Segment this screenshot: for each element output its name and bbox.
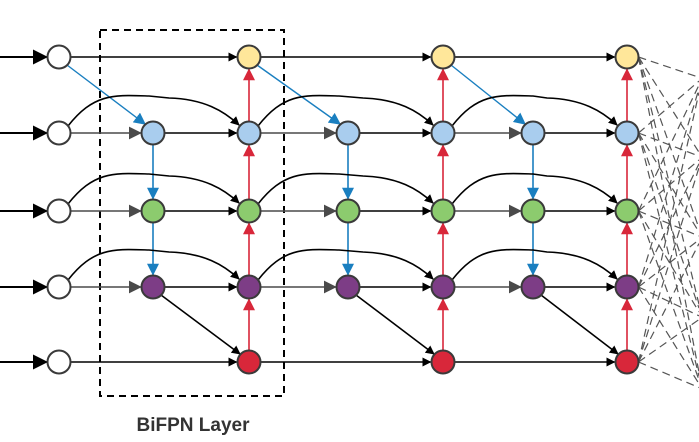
output-node-p3: [614, 349, 640, 375]
dashed-output-edge: [637, 92, 699, 363]
dashed-output-edge: [637, 132, 699, 377]
input-node: [46, 120, 72, 146]
dashed-output-edge: [638, 239, 699, 288]
dashed-output-edge: [637, 132, 699, 309]
output-node-p4: [430, 274, 456, 300]
output-node-p7: [236, 44, 262, 70]
dashed-output-edge: [637, 84, 699, 212]
dashed-output-edge: [637, 167, 699, 363]
skip-connection-edge: [67, 248, 240, 281]
dashed-output-edge: [638, 132, 699, 157]
dashed-output-edge: [637, 210, 699, 313]
skip-connection-edge: [257, 248, 434, 281]
dashed-output-edge: [637, 56, 699, 229]
skip-connection-edge: [67, 94, 240, 127]
intermediate-node-p4: [140, 274, 166, 300]
dashed-output-edge: [638, 159, 699, 212]
dashed-output-edge: [637, 56, 699, 373]
input-node: [46, 44, 72, 70]
dashed-output-edge: [637, 56, 699, 305]
skip-connection-edge: [67, 172, 240, 205]
dashed-output-edge: [637, 210, 699, 381]
dashed-output-edge: [637, 132, 699, 233]
intermediate-node-p4: [335, 274, 361, 300]
dashed-output-edge: [638, 80, 699, 134]
intermediate-node-p6: [520, 120, 546, 146]
topdown-diagonal-edge: [450, 64, 526, 125]
intermediate-node-p5: [335, 198, 361, 224]
dashed-output-edge: [637, 56, 699, 153]
diagonal-edge: [160, 294, 241, 355]
topdown-diagonal-edge: [66, 64, 146, 125]
dashed-output-edge: [637, 243, 699, 363]
dashed-output-edge: [637, 88, 699, 288]
dashed-output-edge: [637, 163, 699, 288]
skip-connection-edge: [451, 248, 618, 281]
input-node: [46, 274, 72, 300]
intermediate-node-p5: [140, 198, 166, 224]
dashed-output-edge: [638, 56, 699, 78]
diagonal-edge: [355, 294, 435, 355]
output-node-p6: [614, 120, 640, 146]
output-node-p5: [430, 198, 456, 224]
bifpn-layer-box: [99, 29, 285, 397]
topdown-diagonal-edge: [256, 64, 341, 125]
output-node-p6: [430, 120, 456, 146]
input-node: [46, 349, 72, 375]
bifpn-layer-label: BiFPN Layer: [137, 415, 251, 436]
skip-connection-edge: [257, 94, 434, 127]
input-node: [46, 198, 72, 224]
output-node-p5: [236, 198, 262, 224]
intermediate-node-p4: [520, 274, 546, 300]
skip-connection-edge: [257, 172, 434, 205]
intermediate-node-p6: [140, 120, 166, 146]
intermediate-node-p6: [335, 120, 361, 146]
dashed-output-edge: [637, 286, 699, 385]
output-node-p5: [614, 198, 640, 224]
dashed-output-edge: [638, 286, 699, 317]
intermediate-node-p5: [520, 198, 546, 224]
output-node-p3: [236, 349, 262, 375]
output-node-p4: [236, 274, 262, 300]
output-node-p7: [614, 44, 640, 70]
output-node-p4: [614, 274, 640, 300]
output-node-p3: [430, 349, 456, 375]
skip-connection-edge: [451, 94, 618, 127]
output-node-p6: [236, 120, 262, 146]
skip-connection-edge: [451, 172, 618, 205]
diagonal-edge: [540, 294, 619, 355]
dashed-output-edge: [638, 361, 699, 389]
nodes-group: [46, 44, 640, 375]
output-node-p7: [430, 44, 456, 70]
dashed-output-edge: [638, 210, 699, 237]
edges-group: [0, 49, 699, 389]
